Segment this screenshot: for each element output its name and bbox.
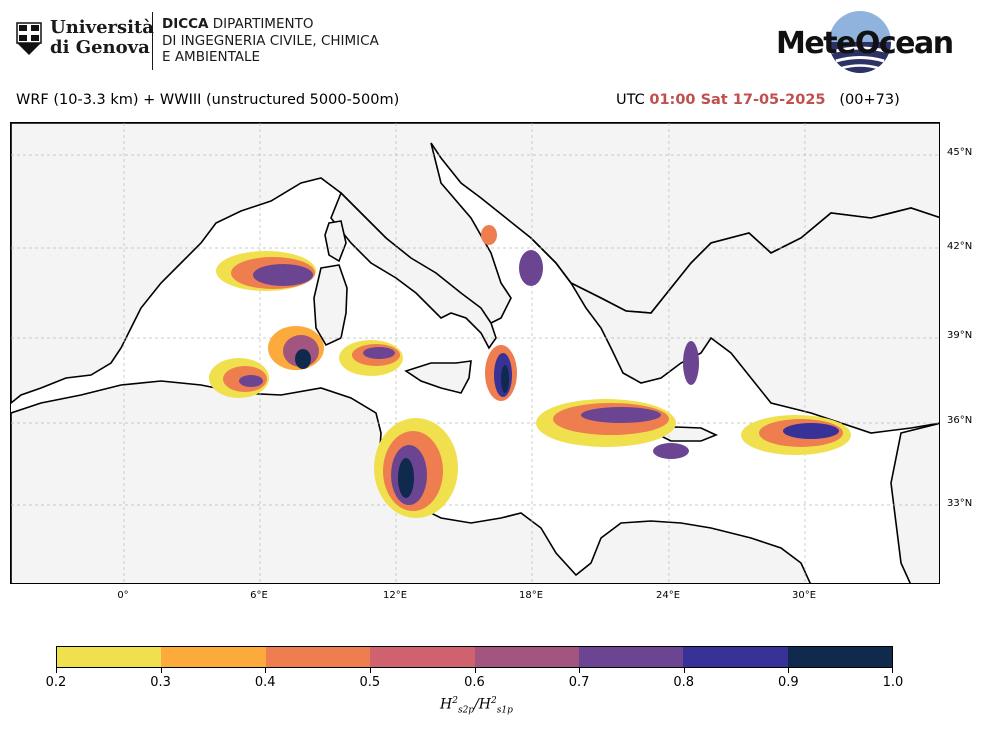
colorbar-tick — [892, 668, 893, 673]
dept-line2: DI INGEGNERIA CIVILE, CHIMICA — [162, 32, 379, 49]
land-italy — [330, 191, 497, 350]
land-sicily — [404, 360, 472, 394]
lon-label-0: 0° — [117, 590, 129, 601]
logo-divider — [152, 12, 153, 70]
lat-label-36: 36°N — [947, 415, 973, 426]
colorbar-tick — [265, 668, 267, 673]
valid-time: 01:00 Sat 17-05-2025 — [649, 92, 826, 108]
wave-field — [209, 225, 851, 518]
colorbar-tick-label: 0.4 — [254, 675, 276, 690]
land-corsica — [324, 220, 347, 263]
utc-prefix: UTC — [616, 92, 650, 108]
university-name-line1: Università — [50, 17, 154, 38]
dept-line3: E AMBIENTALE — [162, 49, 261, 65]
timestamp-line: UTC 01:00 Sat 17-05-2025 (00+73) — [616, 92, 900, 108]
forecast-step: (00+73) — [825, 92, 900, 108]
land-levant — [890, 422, 939, 583]
colorbar-tick-label: 0.5 — [359, 675, 381, 690]
colorbar-tick — [160, 668, 162, 673]
colorbar-segment — [265, 647, 371, 667]
colorbar-tick — [579, 668, 581, 673]
colorbar-tick — [683, 668, 685, 673]
colorbar-segment — [683, 647, 788, 667]
dept-line1: DIPARTIMENTO — [208, 16, 314, 32]
unige-shield-icon — [16, 22, 42, 55]
colorbar — [56, 646, 893, 668]
university-name-line2: di Genova — [50, 37, 150, 58]
colorbar-tick — [56, 668, 57, 673]
colorbar-segment — [370, 647, 475, 667]
map-panel[interactable] — [10, 122, 940, 584]
colorbar-tick — [788, 668, 790, 673]
lat-label-45: 45°N — [947, 147, 973, 158]
colorbar-title: H2s2p/H2s1p — [440, 696, 513, 716]
colorbar-tick-label: 1.0 — [882, 675, 904, 690]
colorbar-segment — [57, 647, 162, 667]
colorbar-tick-label: 0.3 — [150, 675, 171, 690]
colorbar-segment — [474, 647, 579, 667]
lon-label-30e: 30°E — [791, 590, 817, 601]
dept-acronym: DICCA — [162, 16, 209, 32]
colorbar-tick-label: 0.2 — [45, 675, 67, 690]
lat-label-33: 33°N — [947, 498, 973, 509]
colorbar-tick — [474, 668, 476, 673]
colorbar-tick-label: 0.6 — [464, 675, 485, 690]
brand-name: MeteOcean — [776, 26, 954, 61]
colorbar-segment — [787, 647, 892, 667]
lon-label-12e: 12°E — [382, 590, 408, 601]
colorbar-tick-label: 0.7 — [568, 675, 590, 690]
colorbar-segment — [161, 647, 266, 667]
lon-label-6e: 6°E — [250, 590, 268, 601]
lon-label-24e: 24°E — [655, 590, 681, 601]
colorbar-segment — [578, 647, 684, 667]
model-title: WRF (10-3.3 km) + WWIII (unstructured 50… — [16, 92, 400, 108]
lat-label-42: 42°N — [947, 241, 973, 252]
colorbar-tick — [369, 668, 371, 673]
lon-label-18e: 18°E — [518, 590, 544, 601]
department-name: DICCA DIPARTIMENTO DI INGEGNERIA CIVILE,… — [162, 16, 379, 66]
colorbar-tick-label: 0.9 — [778, 675, 799, 690]
land-sardinia — [313, 264, 348, 347]
meteocean-logo: MeteOcean — [772, 8, 954, 76]
mediterranean-map — [11, 123, 939, 583]
meteocean-globe-icon — [829, 11, 891, 73]
colorbar-tick-label: 0.8 — [673, 675, 695, 690]
lat-label-39: 39°N — [947, 330, 973, 341]
land-balkans — [530, 207, 939, 434]
unige-logo: Università di Genova DICCA DIPARTIMENTO … — [14, 12, 394, 74]
